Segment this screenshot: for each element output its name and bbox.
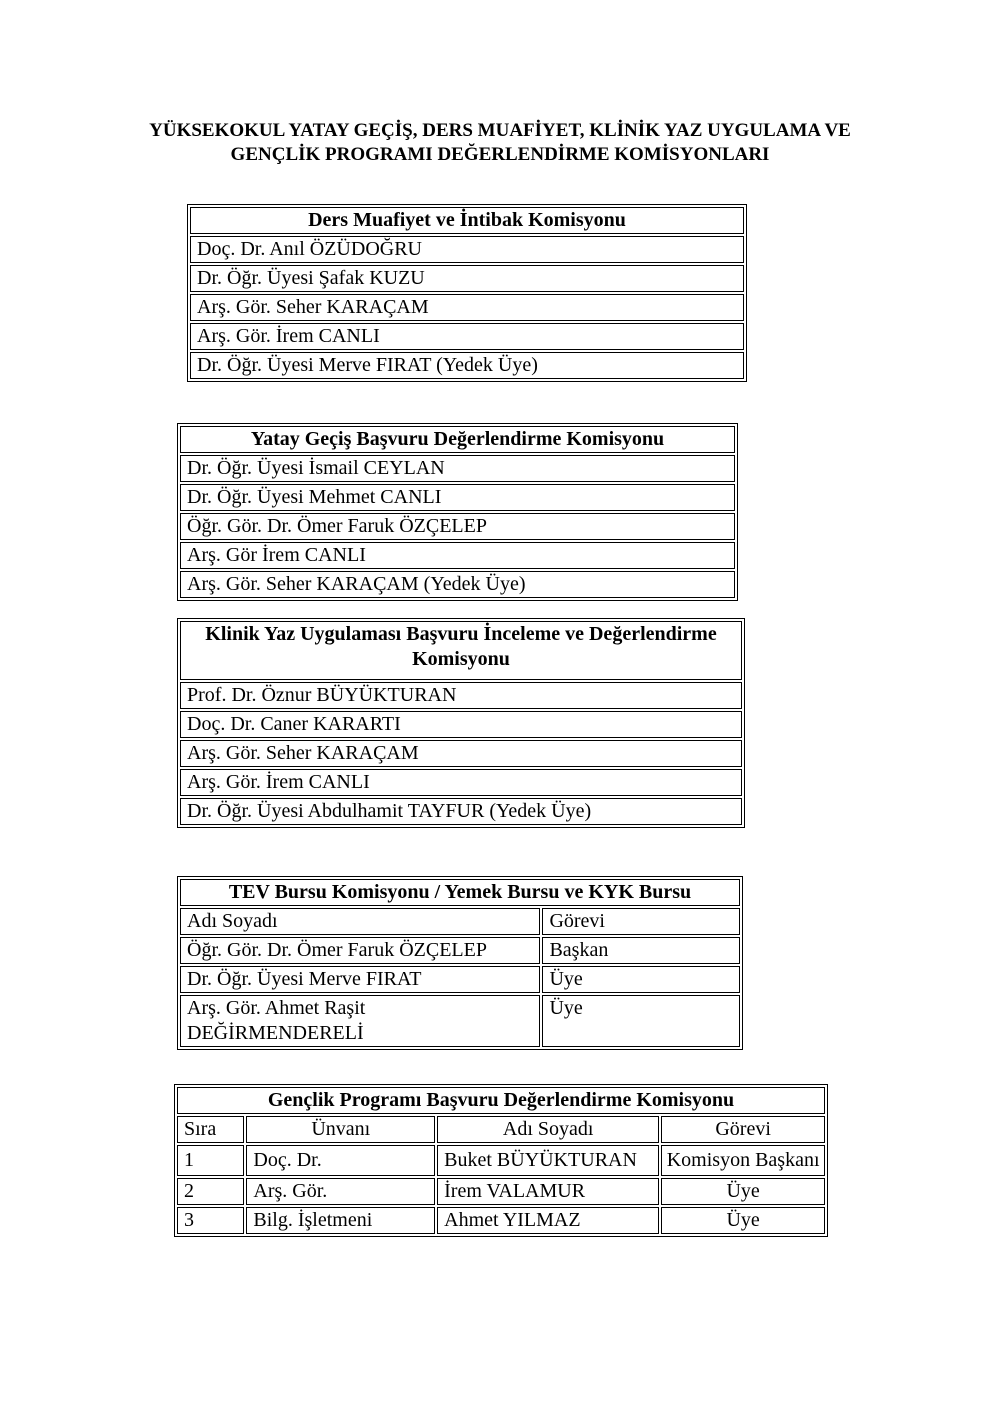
table-row: Dr. Öğr. Üyesi Merve FIRAT Üye — [180, 966, 740, 993]
cell-adi-soyadi: İrem VALAMUR — [437, 1178, 660, 1205]
member-name-cell: Arş. Gör. Seher KARAÇAM — [180, 740, 742, 767]
member-row: Dr. Öğr. Üyesi İsmail CEYLAN — [180, 455, 735, 482]
member-row: Arş. Gör. Seher KARAÇAM — [180, 740, 742, 767]
table-title: Klinik Yaz Uygulaması Başvuru İnceleme v… — [180, 621, 742, 680]
member-name-cell: Dr. Öğr. Üyesi Merve FIRAT (Yedek Üye) — [190, 352, 744, 379]
cell-unvani: Arş. Gör. — [246, 1178, 436, 1205]
member-row: Dr. Öğr. Üyesi Şafak KUZU — [190, 265, 744, 292]
document-title-line1: YÜKSEKOKUL YATAY GEÇİŞ, DERS MUAFİYET, K… — [149, 120, 851, 141]
cell-gorevi: Üye — [542, 995, 740, 1047]
table-genclik-programi-komisyonu: Gençlik Programı Başvuru Değerlendirme K… — [174, 1084, 828, 1237]
member-name-cell: Dr. Öğr. Üyesi Abdulhamit TAYFUR (Yedek … — [180, 798, 742, 825]
column-header-gorevi: Görevi — [661, 1116, 825, 1143]
member-name-cell: Arş. Gör İrem CANLI — [180, 542, 735, 569]
document-title-line2: GENÇLİK PROGRAMI DEĞERLENDİRME KOMİSYONL… — [230, 144, 770, 165]
cell-adi-soyadi: Arş. Gör. Ahmet Raşit DEĞİRMENDERELİ — [180, 995, 541, 1047]
member-row: Dr. Öğr. Üyesi Merve FIRAT (Yedek Üye) — [190, 352, 744, 379]
member-row: Arş. Gör. Seher KARAÇAM (Yedek Üye) — [180, 571, 735, 598]
table-row: Arş. Gör. Ahmet Raşit DEĞİRMENDERELİ Üye — [180, 995, 740, 1047]
cell-adi-soyadi: Buket BÜYÜKTURAN — [437, 1145, 660, 1176]
cell-unvani: Doç. Dr. — [246, 1145, 436, 1176]
member-name-cell: Dr. Öğr. Üyesi Şafak KUZU — [190, 265, 744, 292]
table-title-row: Ders Muafiyet ve İntibak Komisyonu — [190, 207, 744, 234]
member-name-cell: Dr. Öğr. Üyesi Mehmet CANLI — [180, 484, 735, 511]
table-title-row: Yatay Geçiş Başvuru Değerlendirme Komisy… — [180, 426, 735, 453]
member-row: Doç. Dr. Anıl ÖZÜDOĞRU — [190, 236, 744, 263]
table-title-row: Gençlik Programı Başvuru Değerlendirme K… — [177, 1087, 825, 1114]
member-name-cell: Dr. Öğr. Üyesi İsmail CEYLAN — [180, 455, 735, 482]
column-header-sira: Sıra — [177, 1116, 245, 1143]
table-row: 2 Arş. Gör. İrem VALAMUR Üye — [177, 1178, 825, 1205]
member-name-cell: Doç. Dr. Anıl ÖZÜDOĞRU — [190, 236, 744, 263]
member-name-cell: Arş. Gör. İrem CANLI — [190, 323, 744, 350]
column-header-adi-soyadi: Adı Soyadı — [180, 908, 541, 935]
cell-gorevi: Komisyon Başkanı — [661, 1145, 825, 1176]
member-row: Arş. Gör. İrem CANLI — [180, 769, 742, 796]
table-yatay-gecis-komisyonu: Yatay Geçiş Başvuru Değerlendirme Komisy… — [177, 423, 738, 601]
table-title-row: TEV Bursu Komisyonu / Yemek Bursu ve KYK… — [180, 879, 740, 906]
column-header-row: Sıra Ünvanı Adı Soyadı Görevi — [177, 1116, 825, 1143]
member-row: Öğr. Gör. Dr. Ömer Faruk ÖZÇELEP — [180, 513, 735, 540]
column-header-adi-soyadi: Adı Soyadı — [437, 1116, 660, 1143]
member-row: Prof. Dr. Öznur BÜYÜKTURAN — [180, 682, 742, 709]
table-row: Öğr. Gör. Dr. Ömer Faruk ÖZÇELEP Başkan — [180, 937, 740, 964]
member-row: Dr. Öğr. Üyesi Abdulhamit TAYFUR (Yedek … — [180, 798, 742, 825]
column-header-row: Adı Soyadı Görevi — [180, 908, 740, 935]
cell-gorevi: Üye — [542, 966, 740, 993]
cell-gorevi: Başkan — [542, 937, 740, 964]
member-name-cell: Prof. Dr. Öznur BÜYÜKTURAN — [180, 682, 742, 709]
column-header-gorevi: Görevi — [542, 908, 740, 935]
table-ders-muafiyet-komisyonu: Ders Muafiyet ve İntibak Komisyonu Doç. … — [187, 204, 747, 382]
table-title: Ders Muafiyet ve İntibak Komisyonu — [190, 207, 744, 234]
member-row: Doç. Dr. Caner KARARTI — [180, 711, 742, 738]
document-title: YÜKSEKOKUL YATAY GEÇİŞ, DERS MUAFİYET, K… — [0, 119, 1000, 167]
member-row: Arş. Gör. İrem CANLI — [190, 323, 744, 350]
member-row: Dr. Öğr. Üyesi Mehmet CANLI — [180, 484, 735, 511]
member-row: Arş. Gör. Seher KARAÇAM — [190, 294, 744, 321]
member-row: Arş. Gör İrem CANLI — [180, 542, 735, 569]
cell-adi-soyadi: Dr. Öğr. Üyesi Merve FIRAT — [180, 966, 541, 993]
member-name-cell: Arş. Gör. Seher KARAÇAM (Yedek Üye) — [180, 571, 735, 598]
member-name-cell: Öğr. Gör. Dr. Ömer Faruk ÖZÇELEP — [180, 513, 735, 540]
table-row: 3 Bilg. İşletmeni Ahmet YILMAZ Üye — [177, 1207, 825, 1234]
cell-sira: 2 — [177, 1178, 245, 1205]
cell-unvani: Bilg. İşletmeni — [246, 1207, 436, 1234]
table-title: Gençlik Programı Başvuru Değerlendirme K… — [177, 1087, 825, 1114]
cell-gorevi: Üye — [661, 1178, 825, 1205]
cell-sira: 3 — [177, 1207, 245, 1234]
member-name-cell: Doç. Dr. Caner KARARTI — [180, 711, 742, 738]
table-klinik-yaz-komisyonu: Klinik Yaz Uygulaması Başvuru İnceleme v… — [177, 618, 745, 828]
cell-adi-soyadi: Ahmet YILMAZ — [437, 1207, 660, 1234]
cell-adi-soyadi: Öğr. Gör. Dr. Ömer Faruk ÖZÇELEP — [180, 937, 541, 964]
table-tev-bursu-komisyonu: TEV Bursu Komisyonu / Yemek Bursu ve KYK… — [177, 876, 743, 1050]
column-header-unvani: Ünvanı — [246, 1116, 436, 1143]
table-title: Yatay Geçiş Başvuru Değerlendirme Komisy… — [180, 426, 735, 453]
table-title-row: Klinik Yaz Uygulaması Başvuru İnceleme v… — [180, 621, 742, 680]
member-name-cell: Arş. Gör. İrem CANLI — [180, 769, 742, 796]
cell-gorevi: Üye — [661, 1207, 825, 1234]
member-name-cell: Arş. Gör. Seher KARAÇAM — [190, 294, 744, 321]
cell-sira: 1 — [177, 1145, 245, 1176]
table-row: 1 Doç. Dr. Buket BÜYÜKTURAN Komisyon Baş… — [177, 1145, 825, 1176]
table-title: TEV Bursu Komisyonu / Yemek Bursu ve KYK… — [180, 879, 740, 906]
